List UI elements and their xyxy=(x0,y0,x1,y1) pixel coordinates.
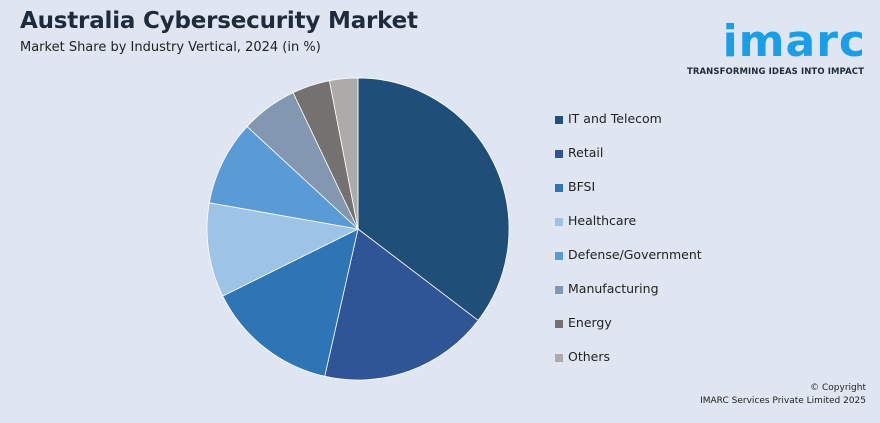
legend-swatch xyxy=(555,252,563,260)
legend-label: Retail xyxy=(568,145,604,160)
legend-swatch xyxy=(555,320,563,328)
logo-tagline: TRANSFORMING IDEAS INTO IMPACT xyxy=(686,67,864,77)
legend-swatch xyxy=(555,150,563,158)
legend-label: Defense/Government xyxy=(568,247,702,262)
legend-swatch xyxy=(555,184,563,192)
legend-item: Others xyxy=(555,349,702,383)
legend-label: Healthcare xyxy=(568,213,637,228)
legend-item: Healthcare xyxy=(555,213,702,247)
page-title: Australia Cybersecurity Market xyxy=(20,8,418,34)
legend-label: Manufacturing xyxy=(568,281,659,296)
chart-legend: IT and Telecom Retail BFSI Healthcare Defens… xyxy=(555,111,702,383)
pie-slices xyxy=(206,77,510,381)
legend-label: Others xyxy=(568,349,611,364)
legend-label: Energy xyxy=(568,315,612,330)
legend-item: Manufacturing xyxy=(555,281,702,315)
pie-slice-healthcare xyxy=(206,202,360,297)
copyright: © Copyright IMARC Services Private Limit… xyxy=(700,382,866,408)
legend-item: BFSI xyxy=(555,179,702,213)
legend-swatch xyxy=(555,116,563,124)
pie-slice-it-and-telecom xyxy=(357,77,510,322)
pie-slice-defense-government xyxy=(208,125,360,230)
logo-wordmark: imarc xyxy=(722,16,866,67)
legend-item: Energy xyxy=(555,315,702,349)
legend-swatch xyxy=(555,218,563,226)
pie-slice-bfsi xyxy=(222,228,359,377)
pie-slice-retail xyxy=(324,228,479,381)
legend-swatch xyxy=(555,286,563,294)
legend-label: BFSI xyxy=(568,179,596,194)
imarc-logo: imarc TRANSFORMING IDEAS INTO IMPACT xyxy=(687,6,868,81)
copyright-line-2: IMARC Services Private Limited 2025 xyxy=(700,396,866,406)
legend-item: Defense/Government xyxy=(555,247,702,281)
legend-swatch xyxy=(555,354,563,362)
legend-item: IT and Telecom xyxy=(555,111,702,145)
legend-item: Retail xyxy=(555,145,702,179)
copyright-line-1: © Copyright xyxy=(810,383,866,393)
page-subtitle: Market Share by Industry Vertical, 2024 … xyxy=(20,40,321,55)
pie-slice-others xyxy=(328,77,359,230)
legend-label: IT and Telecom xyxy=(568,111,662,126)
